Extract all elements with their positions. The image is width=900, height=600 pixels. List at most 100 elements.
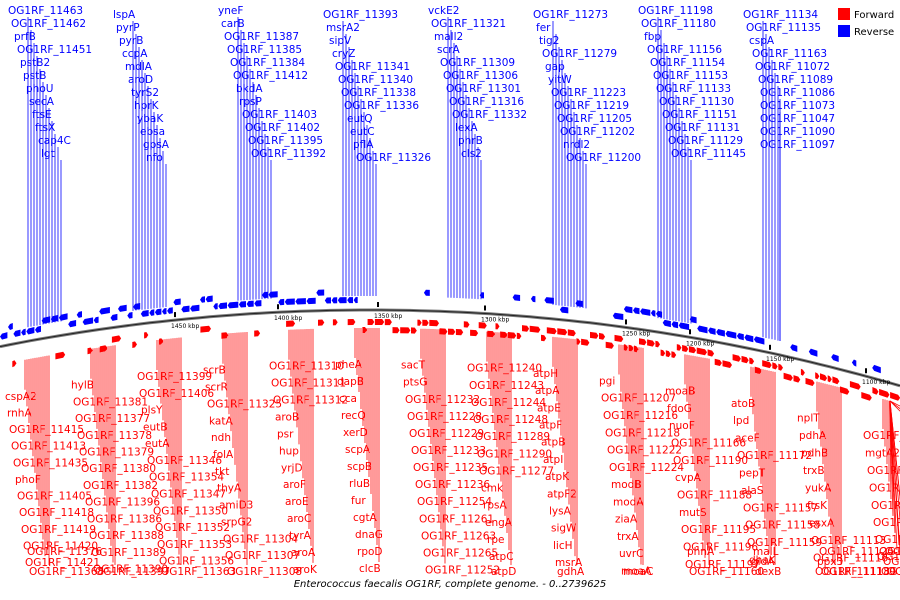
reverse-gene-arrow [218,302,227,310]
reverse-gene-arrow [640,308,651,316]
forward-gene-label: tyrA [289,530,312,542]
reverse-gene-arrow [306,297,316,305]
reverse-gene-label: secA [29,96,55,108]
reverse-gene-label: OG1RF_11338 [341,87,416,99]
forward-gene-label: scrR [205,382,228,394]
forward-gene-label: gldA [751,556,775,568]
reverse-gene-arrow [58,313,68,321]
reverse-gene-label: prfB [14,31,36,43]
reverse-gene-arrow [213,303,218,310]
reverse-leader-lines [27,17,781,342]
reverse-gene-arrow [736,333,744,341]
forward-gene-label: OG1RF_11277 [479,465,554,477]
reverse-gene-label: OG1RF_11340 [338,74,413,86]
forward-gene-arrow [800,368,805,376]
forward-gene-arrow [500,331,508,338]
forward-gene-label: OG1RF_11228 [407,411,482,423]
reverse-gene-arrow [200,296,205,303]
gene-leader-line [889,400,900,525]
forward-gene-arrow [332,319,338,326]
forward-gene-label: OG1RF_11397 [95,566,170,578]
reverse-gene-label: OG1RF_11387 [224,31,299,43]
reverse-gene-arrow [744,334,754,343]
forward-gene-arrow [581,338,590,346]
legend-forward-label: Forward [854,10,894,21]
forward-gene-label: pepT [739,468,766,480]
reverse-gene-label: cap4C [38,135,71,147]
forward-gene-arrow [682,345,689,352]
forward-gene-arrow [111,335,122,343]
reverse-gene-label: OG1RF_11086 [760,87,835,99]
forward-gene-label: OG1RF_11405 [17,491,92,503]
forward-gene-label: OG1RF_11158 [745,520,820,532]
forward-gene-arrow [590,331,599,339]
forward-gene-label: dexB [755,566,781,578]
forward-gene-arrow [470,329,479,337]
reverse-gene-label: hprK [134,100,160,112]
forward-gene-arrow [647,339,655,347]
forward-gene-label: alaS [741,485,764,497]
forward-gene-label: OG1RF_11350 [153,505,228,517]
reverse-gene-label: cryZ [332,48,356,60]
reverse-gene-label: OG1RF_11151 [662,109,737,121]
reverse-gene-arrow [262,291,268,299]
forward-gene-label: msrA [555,557,583,569]
reverse-gene-arrow [479,292,484,299]
forward-gene-label: ftsK [807,500,828,512]
forward-gene-arrow [318,319,325,326]
reverse-gene-label: fer [536,22,551,34]
forward-gene-label: OG1RF_11265 [423,547,498,559]
reverse-gene-arrow [423,289,430,296]
reverse-gene-arrow [353,297,358,304]
reverse-gene-arrow [575,300,583,307]
forward-gene-arrow [707,349,715,357]
reverse-gene-label: OG1RF_11154 [650,57,725,69]
forward-gene-label: OG1RF_11418 [19,507,94,519]
reverse-gene-label: yneF [218,5,243,17]
reverse-gene-arrow [689,316,697,324]
reverse-gene-label: aroD [128,74,153,86]
reverse-gene-label: OG1RF_11273 [533,9,608,21]
forward-gene-label: OG1RF_11377 [75,413,150,425]
forward-gene-label: OG1RF_11347 [151,489,226,501]
forward-gene-label: mutS [679,507,707,519]
reverse-gene-arrow [50,314,59,323]
backbone-line [0,309,900,387]
forward-gene-arrow [12,360,17,368]
reverse-gene-label: yitW [548,74,572,86]
reverse-gene-label: mdlA [125,61,153,73]
forward-gene-arrow [455,329,464,336]
forward-gene-arrow [599,332,606,340]
reverse-gene-label: OG1RF_11306 [443,70,518,82]
reverse-gene-label: cspA [749,35,775,47]
forward-gene-label: OG1RF_11415 [9,424,84,436]
reverse-gene-arrow [671,321,679,329]
reverse-gene-arrow [337,297,347,304]
forward-gene-label: OG1RF_11389 [91,547,166,559]
legend: Forward Reverse [838,8,894,38]
forward-gene-label: recQ [341,410,366,422]
reverse-gene-label: OG1RF_11412 [233,70,308,82]
reverse-gene-label: OG1RF_11145 [671,148,746,160]
forward-gene-label: atpH [533,368,558,380]
scale-tick-label: 1400 kbp [274,315,302,322]
reverse-gene-arrow [173,298,181,306]
forward-gene-label: OG1RF_11356 [159,556,234,568]
reverse-gene-label: phrB [458,135,483,147]
reverse-gene-label: OG1RF_11332 [452,109,527,121]
forward-gene-label: OG1RF_11190 [673,455,748,467]
forward-gene-label: atpC [489,551,514,563]
forward-gene-label: OG1RF_11139 [821,566,896,578]
reverse-gene-arrow [118,304,127,312]
scale-tick-mark [174,312,176,318]
reverse-gene-label: OG1RF_11341 [335,61,410,73]
forward-leader-lines [24,328,900,565]
reverse-gene-label: ebsa [140,126,165,138]
forward-gene-label: OG1RF_11236 [415,479,490,491]
forward-gene-label: OG1RF_11235 [413,462,488,474]
forward-gene-label: cspA2 [5,391,37,403]
reverse-gene-arrow [133,303,141,310]
forward-gene-label: rpoD [357,546,383,558]
forward-gene-label: OG1RF_11388 [89,530,164,542]
gene-leader-line [889,400,900,502]
